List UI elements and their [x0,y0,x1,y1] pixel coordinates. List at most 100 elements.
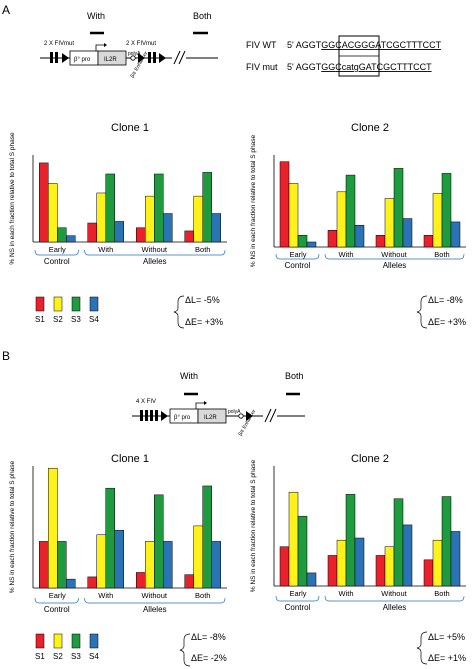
panel-label-b: B [2,349,10,363]
bar-s3 [57,541,67,589]
construct-b-fiv-site [145,410,148,421]
bar-s4 [402,524,413,587]
construct-a-promoter-label: β° pro [74,57,91,63]
construct-b-promoter-label: β° pro [174,415,191,421]
group-bracket-alleles [84,597,226,604]
delta-brace-b-left [179,633,191,667]
construct-b-loxp-arrow-icon [161,411,168,421]
x-tick-label: Both [195,591,210,600]
legend-label-s1: S1 [35,315,45,324]
bar-s4 [211,213,221,243]
chart-b-clone-1: Clone 1 % NS in each fraction relative to… [9,453,227,614]
bar-s3 [105,173,115,243]
chart-title: Clone 2 [351,122,389,134]
bar-s2 [336,191,347,248]
construct-a-with-label: With [87,11,105,21]
group-label-alleles: Alleles [143,257,167,266]
legend-swatch-s4 [89,633,99,649]
construct-b-tss-arrow-icon [195,402,204,409]
bar-s3 [297,235,308,248]
legend-a: S1 S2 S3 S4 [35,296,99,324]
bar-s1 [87,576,97,589]
sequence-wt-pre-box: GG [321,40,335,50]
sequence-wt-label: FIV WT [246,40,277,50]
y-axis-label: % NS in each fraction relative to total … [9,132,16,265]
x-tick-label: Early [289,589,306,598]
x-tick-label: With [339,589,354,598]
x-tick-label: With [98,245,113,254]
x-tick-label: Without [142,245,168,254]
construct-b-break-mark [269,408,277,423]
bar-s1 [39,162,49,243]
bar-s2 [384,198,395,248]
construct-a-enhancer-icon [130,55,136,61]
construct-diagram-b: With Both 4 X FIV β° pro IL2R polyA β/ε … [132,371,305,437]
bar-s2 [384,546,395,587]
chart-title: Clone 1 [111,453,149,465]
bar-s3 [154,494,164,589]
construct-diagram-a: With Both 2 X FIVmut 2 X FIVmut β° pro I… [40,11,218,79]
construct-b-tss-arrowhead-icon [204,401,207,405]
bar-s3 [297,515,308,587]
group-bracket-control [275,253,320,260]
bar-s1 [279,546,290,587]
group-bracket-control [34,597,79,604]
sequence-wt-box: CACGGG [335,40,375,50]
bar-s1 [136,572,146,589]
y-axis-label: % NS in each fraction relative to total … [9,461,16,594]
bar-s4 [211,541,221,589]
construct-b-with-label: With [180,371,198,381]
legend-label-s3: S3 [71,652,81,661]
sequence-mut-post-box: ATCGCTTTCCT [366,62,432,72]
construct-a-fiv-site [148,52,151,63]
construct-b-both-label: Both [285,371,304,381]
delta-e-b-right: ΔE= +1% [428,653,466,663]
construct-a-loxp-arrow-icon [159,53,166,63]
x-tick-label: Early [49,591,66,600]
construct-b-polya-label: polyA [228,409,241,415]
bar-s2 [193,525,203,589]
bar-s2 [432,193,443,248]
bar-s1 [184,574,194,589]
construct-a-both-label: Both [193,11,212,21]
delta-l-a-right: ΔL= -8% [428,295,463,305]
delta-brace-a-right [416,295,428,329]
construct-a-tss-arrowhead-icon [104,43,107,47]
bar-s4 [114,221,124,243]
construct-a-fiv-right-label: 2 X FIVmut [126,41,156,47]
x-tick-label: Early [289,250,306,259]
bar-s1 [423,559,434,587]
construct-b-break-mark [264,408,272,423]
group-label-control: Control [285,261,311,270]
legend-label-s4: S4 [89,315,99,324]
group-bracket-control [275,595,320,602]
sequence-mut-box: CcatgG [335,62,366,72]
legend-swatch-s1 [35,633,45,649]
legend-swatch-s1 [35,296,45,312]
legend-swatch-s2 [53,633,63,649]
bar-s3 [202,172,212,243]
bar-s4 [114,530,124,589]
bar-s4 [450,531,461,587]
construct-b-fiv-site [155,410,158,421]
bar-s1 [327,230,338,248]
legend-swatch-s2 [53,296,63,312]
sequence-panel: FIV WT 5' AGGTGGCACGGGATCGCTTTCCT FIV mu… [246,35,442,77]
construct-a-loxp-arrow-icon [62,53,69,63]
construct-b-fiv-site [140,410,143,421]
bar-s2 [145,541,155,589]
bar-s1 [423,235,434,248]
construct-a-fiv-site [50,52,53,63]
legend-label-s3: S3 [71,315,81,324]
delta-block-b-right: ΔL= +5% ΔE= +1% [416,631,466,665]
delta-e-b-left: ΔE= -2% [191,653,227,663]
construct-b-gene-label: IL2R [204,415,217,421]
construct-a-break-mark [173,50,181,65]
bar-s3 [345,494,356,587]
chart-title: Clone 2 [351,453,389,465]
delta-block-b-left: ΔL= -8% ΔE= -2% [179,632,227,667]
bar-s2 [96,534,106,589]
construct-b-gene-box [197,408,227,424]
x-tick-label: Both [434,589,449,598]
bar-s3 [393,168,404,248]
